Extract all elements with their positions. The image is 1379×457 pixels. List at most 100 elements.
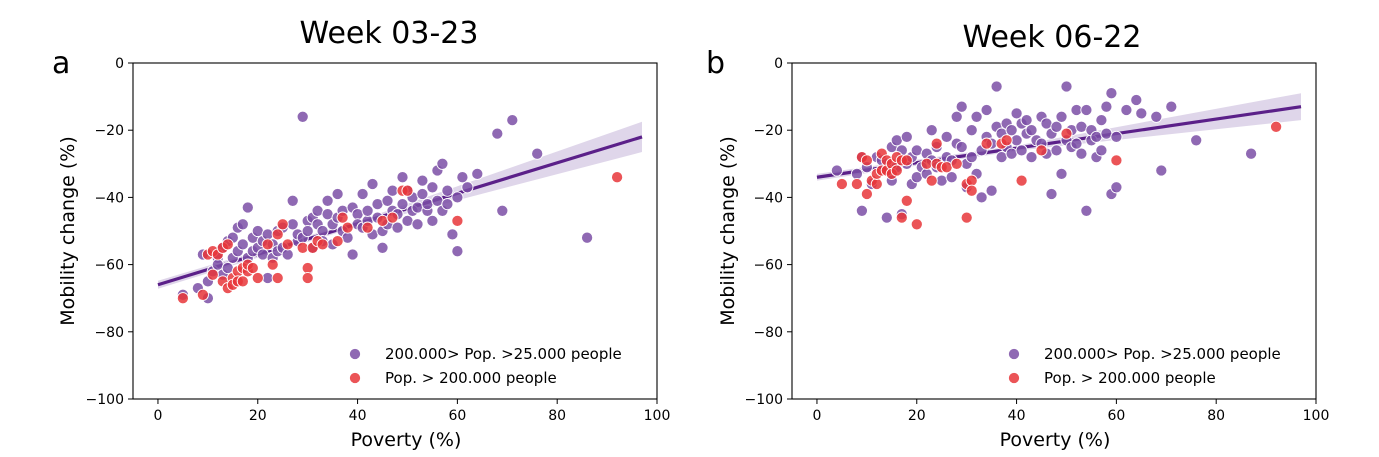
panel-b-point [900,130,913,143]
panel-b-point [830,164,843,177]
panel-b-point [1010,134,1023,147]
panel-a-point [401,214,414,227]
panel-b-point [960,211,973,224]
panel-a-point [366,177,379,191]
panel-a-point [386,211,399,224]
panel-b-point [970,110,983,123]
panel-a-point [436,157,449,170]
panel-b-point [1000,134,1013,147]
panel-a-point [271,271,284,285]
panel-b-point [1090,130,1103,143]
panel-a-point [316,224,329,238]
panel-b-point [870,177,883,191]
panel-a-point [211,258,224,271]
panel-a-point [411,218,424,231]
panel-a-point [396,171,409,184]
panel-b-point [955,140,968,154]
panel-a-ytick-label: −40 [94,190,124,206]
panel-b-point [1155,164,1168,177]
panel-a-point [396,198,409,211]
panel-b-point [835,177,848,191]
panel-b-point [1075,147,1088,160]
panel-a-ytick-label: −100 [86,392,124,408]
panel-b-xtick-label: 100 [1303,408,1330,424]
panel-a-xtick-label: 80 [548,408,566,424]
panel-b-point [1015,174,1028,187]
panel-a-point [361,221,374,234]
panel-a-xtick-label: 0 [153,408,162,424]
panel-b-point [890,164,903,177]
panel-b-point [955,100,968,113]
panel-a-point [441,198,454,211]
panel-b-point [1015,144,1028,157]
panel-a-ytick-label: −20 [94,123,124,139]
panel-b-point [850,177,863,191]
panel-b-xlabel: Poverty (%) [1000,429,1111,451]
panel-b-point [895,211,908,224]
panel-a: Week 03-23 a Poverty (%) Mobility change… [52,16,670,451]
panel-b-point [950,110,963,123]
panel-a-point [391,221,404,234]
panel-a-point [301,261,314,275]
panel-a-point [431,194,444,207]
panel-a-point [311,204,324,217]
panel-a-point [261,228,274,241]
panel-b-point [1190,134,1203,147]
panel-a-point [331,187,344,201]
panel-a-xtick-label: 40 [349,408,367,424]
panel-a-point [281,248,294,261]
panel-b-point [985,184,998,197]
panel-a-point [296,241,309,254]
panel-a-point [381,194,394,207]
panel-b-xtick-label: 20 [908,408,926,424]
panel-b-point [1010,107,1023,120]
panel-b-point [1050,144,1063,157]
panel-b-point [1025,124,1038,137]
panel-a-point [386,184,399,197]
panel-a-point [611,171,624,184]
panel-b-ylabel: Mobility change (%) [717,136,739,326]
panel-b-point [980,137,993,150]
panel-b-point [995,151,1008,164]
panel-a-point [441,184,454,197]
panel-a-ytick-label: 0 [115,56,124,72]
panel-b-point [965,151,978,164]
panel-b-point [940,161,953,174]
panel-b-ytick-label: −60 [753,258,783,274]
panel-a-ylabel: Mobility change (%) [57,136,79,326]
panel-a-point [236,238,249,251]
panel-b-point [1100,100,1113,113]
panel-b-ytick-label: −80 [753,325,783,341]
panel-b-point [1110,181,1123,194]
panel-a-axes-frame [132,62,658,400]
panel-b-point [880,211,893,224]
panel-a-point [221,238,234,251]
panel-b-point [950,157,963,170]
panel-b-point [965,184,978,197]
panel-a-point [491,127,504,140]
panel-b-point [855,204,868,217]
panel-a-point [286,218,299,231]
panel-b: Week 06-22 b Poverty (%) Mobility change… [706,20,1329,451]
panel-a-title: Week 03-23 [300,16,479,51]
panel-a-legend-label: 200.000> Pop. >25.000 people [385,345,622,363]
panel-a-xtick-label: 60 [448,408,466,424]
panel-a-point [246,261,259,275]
panel-b-point [940,130,953,143]
panel-b-xtick-label: 60 [1107,408,1125,424]
panel-b-point [1020,114,1033,127]
panel-a-ytick-label: −80 [94,325,124,341]
panel-a-point [176,292,189,305]
panel-a-point [331,235,344,248]
panel-a-point [426,214,439,227]
panel-a-point [446,228,459,241]
panel-b-point [890,134,903,147]
panel-a-point [301,224,314,238]
panel-b-point [1080,204,1093,217]
panel-a-point [266,258,279,271]
panel-a-point [296,110,309,123]
panel-b-ytick-label: −100 [745,392,783,408]
panel-a-legend-marker [348,347,362,361]
panel-a-point [451,245,464,258]
panel-b-point [900,194,913,207]
